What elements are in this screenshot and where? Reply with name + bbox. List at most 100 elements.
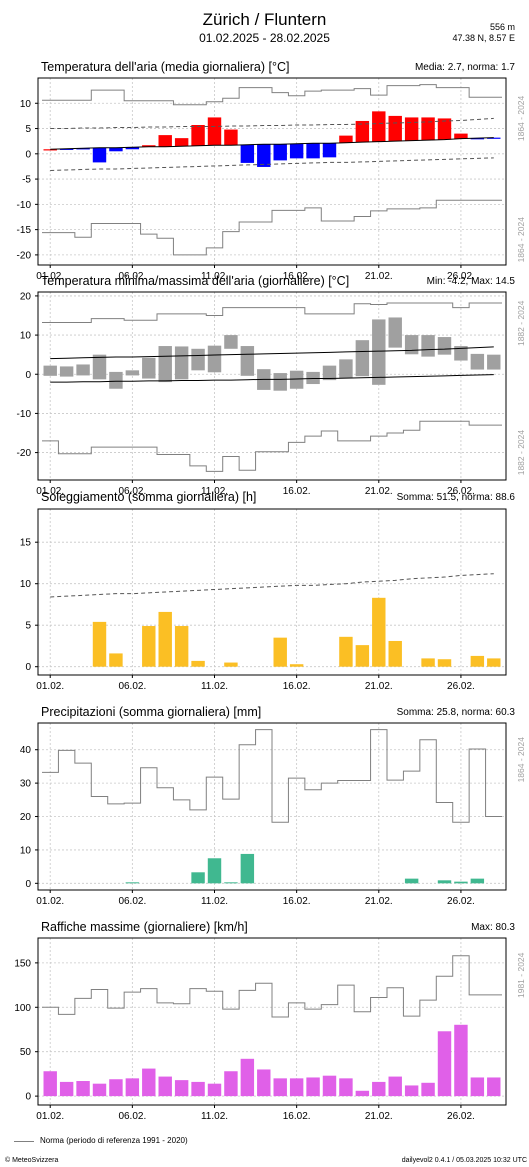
precip-ytick-label: 40 [20, 745, 32, 756]
mean-temp-upper-dashed-line [50, 117, 494, 130]
mean-temp-bar [125, 147, 140, 150]
precip-xtick-label: 21.02. [365, 896, 393, 907]
sunshine-norm-line [50, 573, 494, 598]
minmax-bar [158, 346, 172, 383]
gusts-xtick-label: 11.02. [201, 1111, 228, 1122]
mean-temp-bar [388, 115, 402, 142]
mean-temp-bar [158, 135, 172, 147]
mean-temp-bar [454, 133, 468, 139]
sunshine-ytick-label: 15 [20, 538, 32, 549]
gusts-bar [240, 1058, 255, 1097]
minmax-bar [43, 365, 57, 376]
precip-xtick-label: 16.02. [283, 896, 311, 907]
sunshine-frame [37, 508, 507, 676]
sunshine-bar [487, 658, 501, 667]
minmax-temp-xtick-label: 11.02. [201, 486, 228, 497]
sunshine-bar [158, 611, 172, 667]
minmax-bar [289, 370, 304, 389]
precip-plot: 40 30 20 10 0 01.02. 06.02. 11.02. 16.02. 21.02. 2… [20, 722, 526, 907]
precip-bar [224, 882, 238, 884]
mean-temp-xtick-label: 11.02. [201, 271, 228, 282]
mean-temp-bar [470, 138, 485, 140]
gusts-bar [470, 1077, 485, 1097]
minmax-bar [142, 357, 156, 379]
precip-xtick-label: 11.02. [201, 896, 228, 907]
panel-title-mean-temp: Temperatura dell'aria (media giornaliera… [41, 60, 290, 74]
gusts-bar [437, 1031, 452, 1097]
precip-ytick-label: 30 [20, 779, 32, 790]
minmax-bar [191, 348, 205, 371]
sunshine-bar [174, 626, 189, 667]
gusts-ytick-label: 100 [14, 1003, 31, 1014]
sunshine-bar [92, 621, 107, 667]
sunshine-xtick-label: 21.02. [365, 681, 393, 692]
mean-temp-ytick-label: 5 [25, 124, 31, 135]
panel-title-precipitation: Precipitazioni (somma giornaliera) [mm] [41, 705, 262, 719]
mean-temp-bar [76, 148, 90, 150]
gusts-bar [92, 1083, 107, 1097]
sunshine-bar [273, 637, 287, 667]
gusts-period-label: 1981 - 2024 [516, 952, 526, 998]
panel-title-minmax-temp: Temperatura minima/massima dell'aria (gi… [41, 274, 350, 288]
gusts-bar [224, 1071, 238, 1097]
mean-temp-bar [487, 137, 501, 139]
mean-temp-bar [92, 147, 107, 163]
sunshine-bar [339, 636, 353, 667]
precip-ytick-label: 0 [25, 879, 31, 890]
minmax-temp-xtick-label: 21.02. [365, 486, 393, 497]
minmax-temp-period-label: 1882 - 2024 [516, 300, 526, 346]
mean-temp-plot: 10 5 0 -5 -10 -15 -20 01.02. 06.02. 11.02. 16.02. 2… [17, 77, 526, 282]
precip-bar [191, 872, 205, 884]
mean-temp-bar [257, 144, 271, 167]
precip-bar [240, 853, 255, 884]
panel-summary-precipitation: Somma: 25.8, norma: 60.3 [396, 707, 515, 718]
sunshine-bar [421, 658, 435, 667]
gusts-bar [191, 1081, 205, 1097]
panel-summary-mean-temp: Media: 2.7, norma: 1.7 [414, 62, 515, 73]
minmax-bar [306, 371, 320, 385]
minmax-bar [388, 317, 402, 348]
precip-bar [470, 878, 485, 884]
gusts-bar [339, 1078, 353, 1097]
panel-title-gusts: Raffiche massime (giornaliere) [km/h] [41, 920, 248, 934]
precip-xtick-label: 01.02. [36, 896, 64, 907]
minmax-temp-xtick-label: 06.02. [118, 486, 146, 497]
minmax-bar [355, 340, 370, 377]
precip-bar [454, 881, 468, 884]
sunshine-bar [388, 640, 402, 667]
gusts-bar [487, 1077, 501, 1097]
minmax-bar [174, 346, 189, 380]
gusts-bar [109, 1079, 123, 1097]
gusts-bar [372, 1081, 386, 1097]
mean-temp-bar [273, 144, 287, 161]
gusts-xtick-label: 21.02. [365, 1111, 393, 1122]
mean-temp-ytick-label: -20 [17, 250, 32, 261]
gusts-xtick-label: 01.02. [36, 1111, 64, 1122]
gusts-bar [404, 1085, 419, 1097]
copyright: © MeteoSvizzera [5, 1157, 59, 1164]
mean-temp-period-label: 1864 - 2024 [516, 95, 526, 141]
minmax-bar [437, 337, 452, 355]
gusts-bar [207, 1083, 222, 1097]
gusts-bar [355, 1090, 370, 1097]
minmax-bar [59, 366, 74, 377]
mean-temp-norm-line [50, 137, 494, 150]
mean-temp-bar [404, 117, 419, 141]
gusts-bar [59, 1081, 74, 1097]
gusts-bar [174, 1080, 189, 1097]
minmax-bar [109, 371, 123, 389]
mean-temp-bar [421, 117, 435, 141]
gusts-bar [289, 1078, 304, 1097]
panel-summary-sunshine: Somma: 51.5, norma: 88.6 [396, 492, 515, 503]
sunshine-xtick-label: 11.02. [201, 681, 228, 692]
precip-ytick-label: 10 [20, 845, 32, 856]
sunshine-bar [142, 626, 156, 667]
gusts-bar [76, 1081, 90, 1097]
mean-temp-bar [240, 144, 255, 163]
sunshine-ytick-label: 10 [20, 579, 32, 590]
mean-temp-ytick-label: -15 [17, 225, 32, 236]
sunshine-xtick-label: 26.02. [447, 681, 475, 692]
mean-temp-bar [322, 143, 337, 158]
